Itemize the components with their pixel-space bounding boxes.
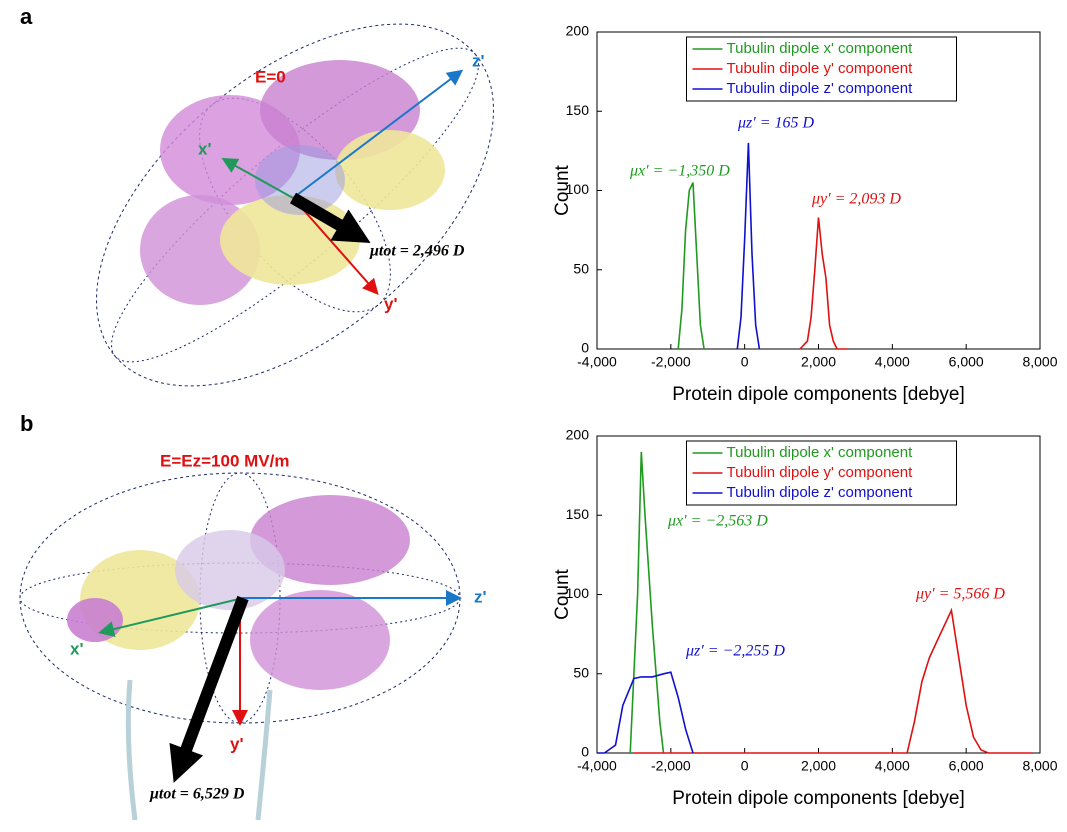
legend-box <box>686 36 957 102</box>
y-tick-label: 150 <box>566 102 590 118</box>
axis-label: y' <box>384 294 398 313</box>
data-line <box>597 671 694 754</box>
x-axis-label: Protein dipole components [debye] <box>672 788 965 809</box>
legend-label: Tubulin dipole x' component <box>727 40 914 57</box>
annotation: μz′ = 165 D <box>737 115 815 132</box>
dipole-label: μtot = 6,529 D <box>149 786 245 803</box>
x-tick-label: -2,000 <box>651 758 691 774</box>
y-tick-label: 150 <box>566 506 590 522</box>
axis-label: x' <box>70 639 84 658</box>
legend-label: Tubulin dipole x' component <box>727 444 914 461</box>
axis-label: z' <box>474 587 487 606</box>
y-tick-label: 0 <box>581 340 589 356</box>
axis-label: y' <box>230 734 244 753</box>
y-tick-label: 50 <box>573 260 589 276</box>
field-label: E=0 <box>255 67 286 86</box>
data-line <box>633 607 1033 754</box>
protein-b <box>19 472 462 821</box>
x-tick-label: -4,000 <box>577 354 617 370</box>
x-tick-label: 4,000 <box>875 354 910 370</box>
annotation: μy′ = 2,093 D <box>811 191 901 208</box>
x-tick-label: -2,000 <box>651 354 691 370</box>
y-tick-label: 100 <box>566 585 590 601</box>
data-line <box>629 451 665 754</box>
data-line <box>736 142 761 350</box>
annotation: μz′ = −2,255 D <box>685 643 785 660</box>
x-tick-label: 6,000 <box>949 758 984 774</box>
y-axis-label: Count <box>552 164 573 215</box>
data-line <box>677 182 705 350</box>
annotation: μx′ = −1,350 D <box>629 163 730 180</box>
y-tick-label: 50 <box>573 664 589 680</box>
annotation: μx′ = −2,563 D <box>667 513 768 530</box>
y-tick-label: 0 <box>581 744 589 760</box>
x-tick-label: 8,000 <box>1022 758 1057 774</box>
protein-a <box>96 23 494 387</box>
legend-label: Tubulin dipole y' component <box>727 60 914 77</box>
x-tick-label: 8,000 <box>1022 354 1057 370</box>
axis-label: x' <box>198 139 212 158</box>
x-tick-label: 6,000 <box>949 354 984 370</box>
panel-label: b <box>20 411 33 436</box>
legend-label: Tubulin dipole z' component <box>727 80 914 97</box>
panel-label: a <box>20 4 33 29</box>
y-tick-label: 200 <box>566 427 590 443</box>
x-tick-label: 0 <box>741 758 749 774</box>
legend-label: Tubulin dipole y' component <box>727 464 914 481</box>
legend-box <box>686 440 957 506</box>
y-tick-label: 200 <box>566 23 590 39</box>
dipole-label: μtot = 2,496 D <box>369 243 465 260</box>
annotation: μy′ = 5,566 D <box>915 586 1005 603</box>
x-tick-label: 0 <box>741 354 749 370</box>
field-label: E=Ez=100 MV/m <box>160 451 289 470</box>
y-tick-label: 100 <box>566 181 590 197</box>
data-line <box>799 217 848 350</box>
x-tick-label: -4,000 <box>577 758 617 774</box>
x-tick-label: 2,000 <box>801 354 836 370</box>
x-axis-label: Protein dipole components [debye] <box>672 384 965 405</box>
legend-label: Tubulin dipole z' component <box>727 484 914 501</box>
x-tick-label: 2,000 <box>801 758 836 774</box>
x-tick-label: 4,000 <box>875 758 910 774</box>
y-axis-label: Count <box>552 568 573 619</box>
axis-label: z' <box>472 51 485 70</box>
